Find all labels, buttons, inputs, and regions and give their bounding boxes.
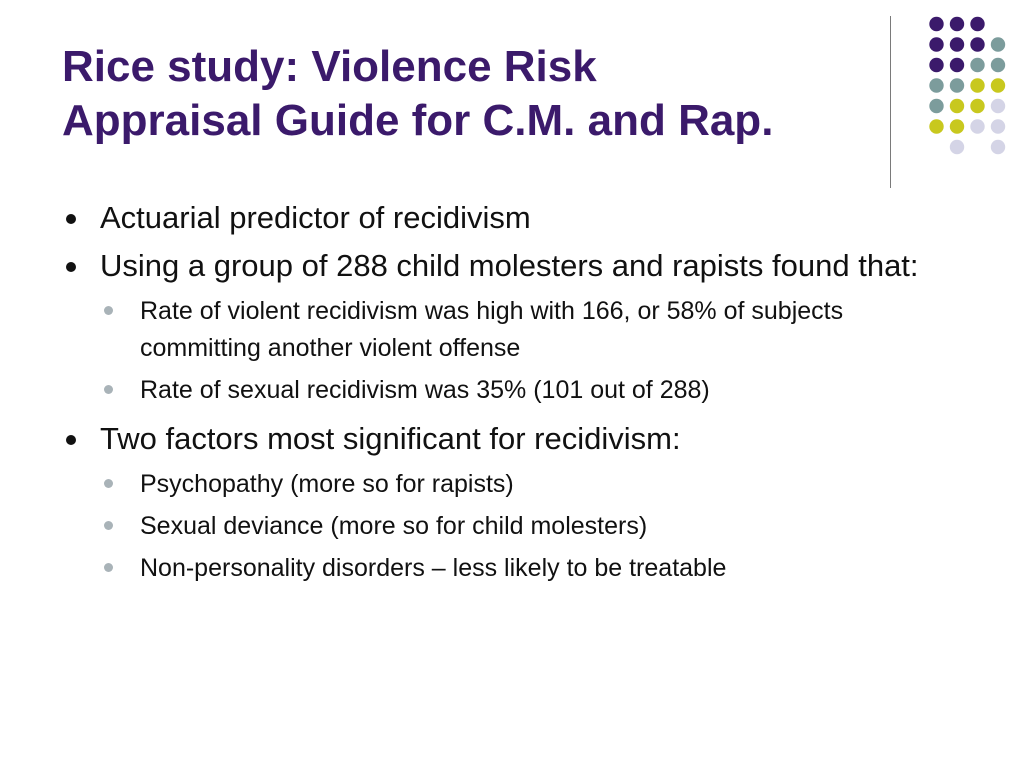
- sub-bullet-icon: [104, 563, 113, 572]
- decorative-dot-yellow: [970, 98, 985, 114]
- sub-bullet-icon: [104, 385, 113, 394]
- decorative-dot-purple: [929, 57, 944, 73]
- decorative-dot-yellow: [990, 78, 1006, 93]
- decorative-dot-purple: [949, 16, 965, 32]
- decorative-dot-lavender: [970, 119, 985, 134]
- sub-bullet-icon: [104, 306, 113, 315]
- bullet-list: Actuarial predictor of recidivism Using …: [62, 200, 962, 599]
- slide-title-line-2: Appraisal Guide for C.M. and Rap.: [62, 96, 774, 145]
- sub-bullet-text: Psychopathy (more so for rapists): [140, 470, 514, 498]
- decorative-dot-purple: [970, 37, 985, 52]
- bullet-item-2: Using a group of 288 child molesters and…: [62, 248, 962, 409]
- decorative-dot-purple: [949, 57, 965, 73]
- decorative-dot-purple: [929, 16, 944, 32]
- decorative-dot-teal: [970, 57, 985, 73]
- sub-bullet-item: Non-personality disorders – less likely …: [100, 550, 962, 587]
- bullet-icon: [66, 262, 76, 272]
- decorative-dot-purple: [929, 37, 944, 52]
- sub-bullet-icon: [104, 479, 113, 488]
- decorative-dot-lavender: [949, 139, 965, 155]
- decorative-dot-teal: [990, 37, 1006, 52]
- bullet-icon: [66, 435, 76, 445]
- decorative-dot-yellow: [929, 119, 944, 134]
- sub-bullet-item: Rate of violent recidivism was high with…: [100, 293, 962, 367]
- sub-bullet-list: Rate of violent recidivism was high with…: [100, 293, 962, 409]
- slide-title: Rice study: Violence Risk Appraisal Guid…: [62, 40, 862, 148]
- sub-bullet-item: Sexual deviance (more so for child moles…: [100, 508, 962, 545]
- bullet-item-1: Actuarial predictor of recidivism: [62, 200, 962, 236]
- decorative-dot-teal: [929, 78, 944, 93]
- decorative-dot-lavender: [990, 139, 1006, 155]
- decorative-dot-yellow: [949, 119, 965, 134]
- decorative-dot-lavender: [990, 119, 1006, 134]
- decorative-dot-lavender: [990, 98, 1006, 114]
- sub-bullet-text: Sexual deviance (more so for child moles…: [140, 512, 648, 540]
- bullet-text: Using a group of 288 child molesters and…: [100, 248, 919, 283]
- sub-bullet-item: Psychopathy (more so for rapists): [100, 466, 962, 503]
- sub-bullet-list: Psychopathy (more so for rapists) Sexual…: [100, 466, 962, 587]
- decorative-dot-yellow: [949, 98, 965, 114]
- sub-bullet-icon: [104, 521, 113, 530]
- sub-bullet-text: Rate of sexual recidivism was 35% (101 o…: [140, 376, 710, 404]
- decorative-dot-teal: [949, 78, 965, 93]
- bullet-text: Two factors most significant for recidiv…: [100, 421, 681, 456]
- decorative-dot-grid: [929, 16, 1006, 155]
- slide-title-line-1: Rice study: Violence Risk: [62, 42, 597, 91]
- decorative-dot-yellow: [970, 78, 985, 93]
- decorative-dot-teal: [929, 98, 944, 114]
- decorative-dot-purple: [949, 37, 965, 52]
- decorative-dot-purple: [970, 16, 985, 32]
- decorative-dot-teal: [990, 57, 1006, 73]
- bullet-text: Actuarial predictor of recidivism: [100, 200, 531, 235]
- sub-bullet-text: Rate of violent recidivism was high with…: [140, 297, 844, 362]
- sub-bullet-text: Non-personality disorders – less likely …: [140, 554, 727, 582]
- sub-bullet-item: Rate of sexual recidivism was 35% (101 o…: [100, 372, 962, 409]
- bullet-icon: [66, 214, 76, 224]
- title-divider-line: [890, 16, 891, 188]
- bullet-item-3: Two factors most significant for recidiv…: [62, 421, 962, 587]
